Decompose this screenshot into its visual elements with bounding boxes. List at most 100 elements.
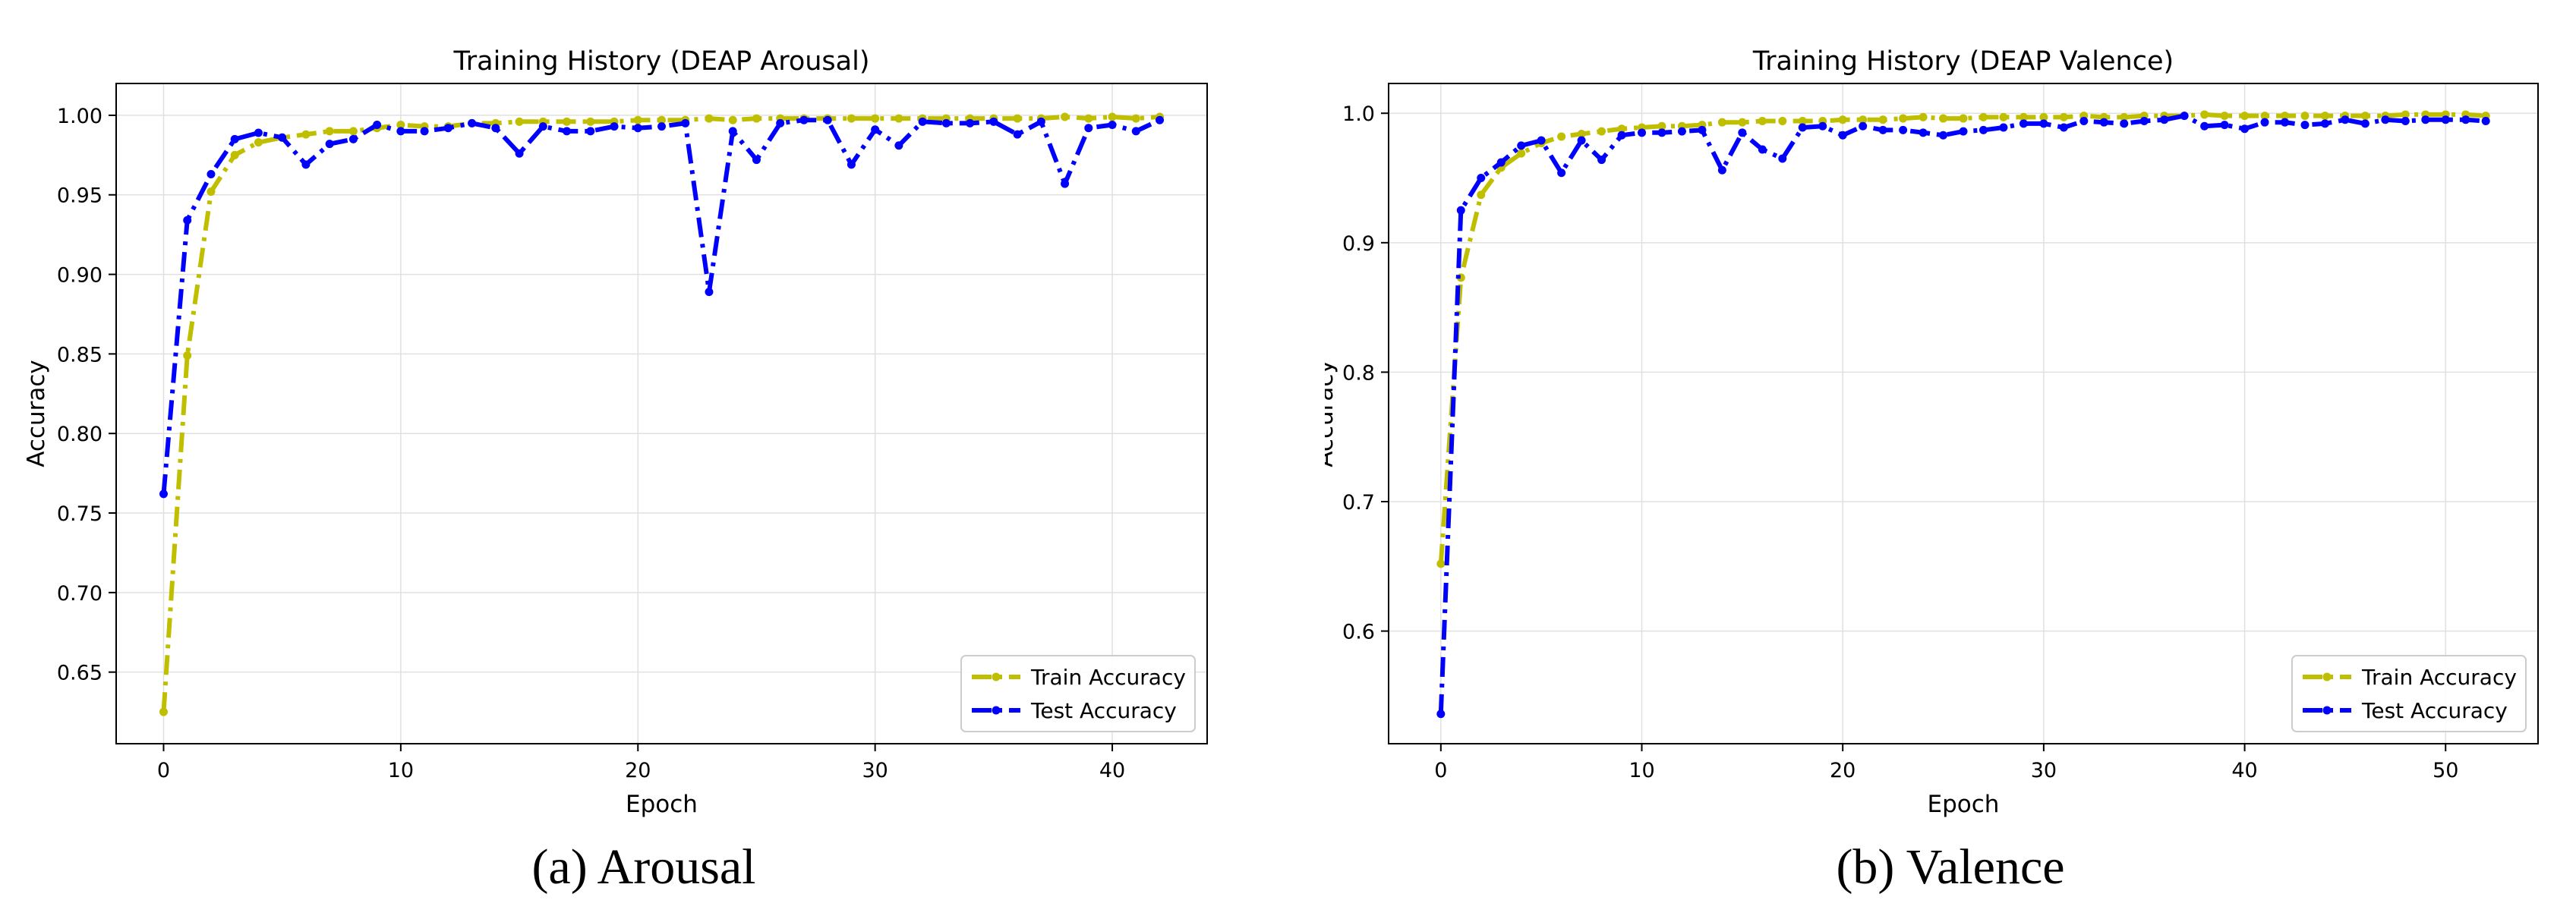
x-tick-label: 30: [2031, 759, 2057, 782]
data-point: [1999, 112, 2008, 121]
data-point: [2441, 115, 2450, 124]
series-line: [161, 115, 1160, 713]
x-tick-label: 50: [2433, 759, 2458, 782]
data-point: [1013, 114, 1022, 123]
data-point: [2180, 112, 2189, 121]
legend-label: Train Accuracy: [2361, 665, 2517, 690]
data-point: [1477, 190, 1486, 200]
data-point: [1013, 130, 1022, 139]
data-point: [1638, 128, 1647, 137]
y-axis-label: Accuracy: [23, 360, 50, 467]
data-point: [1108, 112, 1117, 121]
data-point: [491, 124, 500, 133]
y-tick-label: 0.85: [57, 343, 102, 367]
x-tick-label: 40: [1099, 759, 1125, 782]
data-point: [1657, 128, 1666, 137]
data-point: [1859, 115, 1868, 124]
data-point: [2280, 118, 2289, 127]
data-point: [2421, 115, 2430, 124]
data-point: [2360, 119, 2369, 128]
legend-label: Test Accuracy: [1030, 698, 1177, 723]
x-tick-label: 40: [2231, 759, 2257, 782]
data-point: [1758, 116, 1767, 125]
data-point: [681, 118, 690, 127]
data-point: [705, 288, 714, 297]
data-point: [2220, 121, 2229, 130]
data-point: [159, 707, 168, 716]
data-point: [966, 118, 975, 127]
data-point: [1838, 131, 1847, 140]
data-point: [2120, 112, 2129, 121]
data-point: [1061, 179, 1070, 188]
data-point: [1477, 174, 1486, 183]
data-point: [1919, 128, 1928, 137]
data-point: [799, 115, 809, 124]
data-point: [2220, 112, 2229, 121]
data-point: [657, 122, 666, 131]
x-axis-label: Epoch: [626, 791, 698, 818]
data-point: [2200, 110, 2209, 119]
legend-label: Test Accuracy: [2361, 698, 2508, 723]
data-point: [1899, 114, 1908, 123]
series-train: [159, 112, 1165, 716]
data-point: [1537, 136, 1546, 145]
data-point: [752, 156, 761, 165]
data-point: [325, 127, 334, 136]
data-point: [2240, 112, 2250, 121]
data-point: [728, 127, 737, 136]
y-axis-label: Accuracy: [1325, 360, 1338, 467]
panel-valence: 0 10 20 30 40 50 0.6 0.7 0.8 0.9 1.0 Training Histo…: [1325, 0, 2576, 919]
data-point: [586, 117, 595, 126]
data-point: [823, 115, 832, 124]
data-point: [396, 121, 405, 130]
data-point: [1436, 559, 1446, 568]
chart-valence: 0 10 20 30 40 50 0.6 0.7 0.8 0.9 1.0 Training Histo…: [1325, 46, 2539, 818]
data-point: [610, 122, 619, 131]
y-tick-label: 1.0: [1342, 102, 1375, 126]
data-point: [373, 121, 382, 130]
caption-valence: (b) Valence: [1836, 839, 2065, 895]
data-point: [2260, 118, 2269, 127]
x-tick-label: 10: [1629, 759, 1654, 782]
data-point: [2019, 112, 2028, 121]
data-point: [2260, 112, 2269, 121]
data-point: [2300, 112, 2310, 121]
data-point: [2059, 123, 2068, 132]
data-point: [871, 114, 880, 123]
data-point: [871, 125, 880, 134]
data-point: [396, 127, 405, 136]
data-point: [847, 114, 856, 123]
data-point: [989, 117, 998, 126]
y-tick-label: 0.7: [1342, 491, 1375, 515]
data-point: [1517, 149, 1526, 158]
data-point: [894, 114, 903, 123]
series-train: [1436, 110, 2490, 568]
data-point: [1577, 136, 1586, 145]
data-point: [1979, 125, 1988, 134]
data-point: [1597, 127, 1606, 136]
data-point: [1084, 114, 1093, 123]
legend: Train Accuracy Test Accuracy: [960, 655, 1196, 732]
data-point: [2160, 115, 2169, 124]
data-point: [1778, 116, 1787, 125]
data-point: [1657, 121, 1666, 131]
series-test: [1436, 112, 2490, 719]
data-point: [1131, 127, 1140, 136]
data-point: [538, 122, 547, 131]
data-point: [1717, 118, 1726, 127]
data-point: [2120, 119, 2129, 128]
data-point: [2039, 112, 2048, 121]
data-point: [2280, 112, 2289, 121]
panel-arousal: 0 10 20 30 40 0.65 0.70 0.75 0.80 0.85 0.90 0.95 1.0…: [23, 46, 1208, 895]
data-point: [2039, 119, 2048, 128]
data-point: [1577, 130, 1586, 139]
x-tick-label: 30: [862, 759, 888, 782]
data-point: [1778, 154, 1787, 163]
chart-arousal: 0 10 20 30 40 0.65 0.70 0.75 0.80 0.85 0.90 0.95 1.0…: [23, 46, 1208, 818]
data-point: [2401, 116, 2410, 125]
data-point: [1878, 125, 1887, 134]
data-point: [1131, 114, 1140, 123]
y-tick-label: 1.00: [57, 105, 102, 128]
y-tick-label: 0.9: [1342, 232, 1375, 256]
data-point: [1436, 710, 1446, 719]
